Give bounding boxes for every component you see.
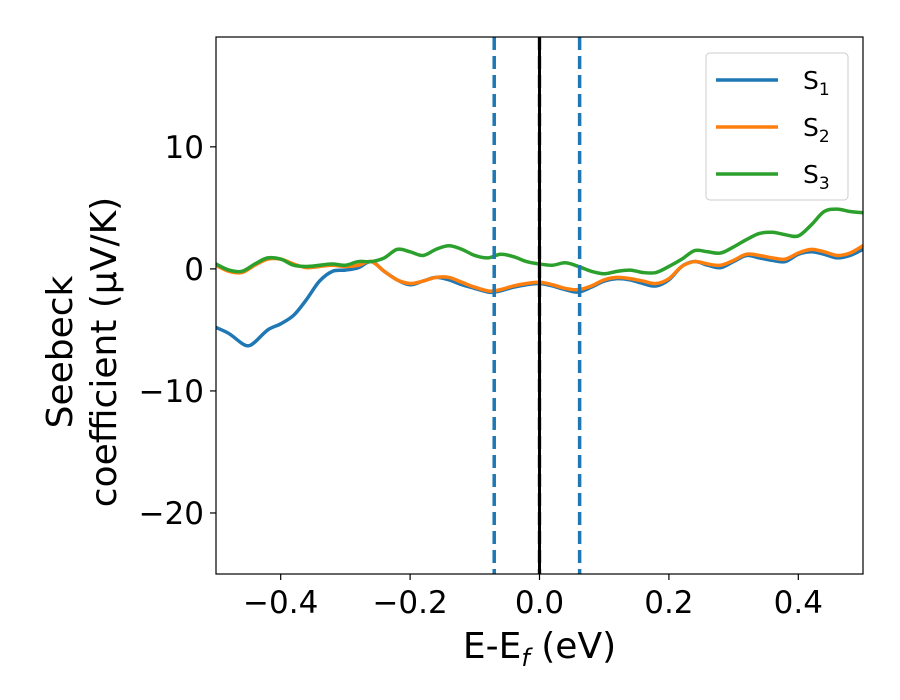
y-tick-label: −20 — [139, 496, 204, 532]
y-tick-label: 10 — [165, 130, 204, 166]
y-tick-label: −10 — [139, 374, 204, 410]
x-tick-label: 0.2 — [644, 585, 693, 621]
x-axis-label-unit: (eV) — [530, 626, 616, 667]
y-tick-label: 0 — [184, 252, 204, 288]
x-tick-label: −0.4 — [243, 585, 318, 621]
x-tick-label: 0.4 — [774, 585, 823, 621]
y-axis-label-line2: coefficient (μV/K) — [84, 197, 125, 507]
x-axis-label: E-Ef (eV) — [463, 626, 616, 672]
seebeck-chart: −0.4 −0.2 0.0 0.2 0.4 −20 −10 0 10 E-Ef (eV) See… — [0, 0, 900, 700]
x-tick-label: −0.2 — [372, 585, 447, 621]
x-tick-label: 0.0 — [515, 585, 564, 621]
y-axis-label-line1: Seebeck — [40, 275, 81, 428]
